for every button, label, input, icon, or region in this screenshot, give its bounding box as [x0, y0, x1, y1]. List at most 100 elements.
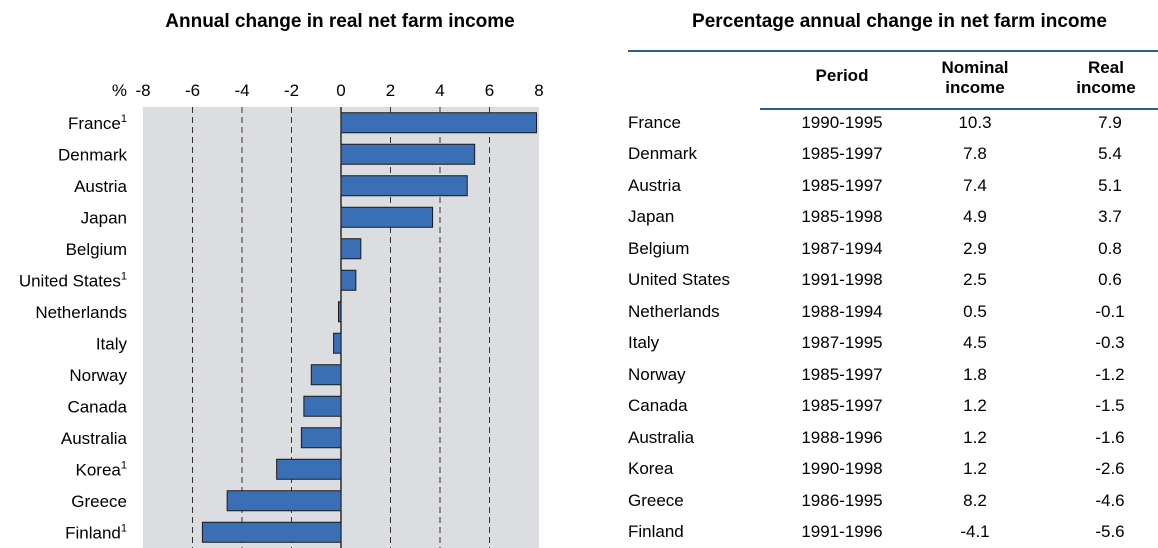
cell-country: United States: [628, 270, 731, 290]
cell-period: 1987-1994: [801, 238, 883, 258]
cell-nominal: 0.5: [963, 301, 987, 321]
cell-period: 1991-1996: [801, 522, 883, 542]
x-tick-label: 4: [435, 81, 444, 100]
cell-nominal: -4.1: [960, 522, 990, 542]
category-label: Canada: [67, 397, 127, 416]
table-top-rule: [628, 50, 1158, 52]
table-row: Netherlands 1988-1994 0.5 -0.1: [0, 297, 1158, 327]
bar: [340, 206, 434, 228]
cell-period: 1985-1997: [801, 175, 883, 195]
x-tick-label: 0: [336, 81, 345, 100]
cell-nominal: 1.8: [963, 364, 987, 384]
cell-nominal: 4.5: [963, 333, 987, 353]
cell-country: Austria: [628, 175, 681, 195]
cell-country: Netherlands: [628, 301, 720, 321]
table-row: Norway 1985-1997 1.8 -1.2: [0, 360, 1158, 390]
cell-real: -2.6: [1095, 459, 1125, 479]
category-label: Finland1: [65, 522, 127, 542]
bar: [310, 364, 342, 386]
cell-real: -5.6: [1095, 522, 1125, 542]
cell-real: 0.6: [1098, 270, 1122, 290]
cell-period: 1988-1996: [801, 427, 883, 447]
chart-title: Annual change in real net farm income: [165, 11, 515, 32]
cell-real: 0.8: [1098, 238, 1122, 258]
bar: [226, 490, 342, 512]
cell-nominal: 1.2: [963, 427, 987, 447]
category-label: Norway: [69, 366, 127, 385]
x-tick-label: -2: [284, 81, 299, 100]
table-row: Australia 1988-1996 1.2 -1.6: [0, 423, 1158, 453]
cell-country: Italy: [628, 333, 660, 353]
table-row: Italy 1987-1995 4.5 -0.3: [0, 328, 1158, 358]
cell-period: 1990-1998: [801, 459, 883, 479]
header-real: Real income: [1060, 58, 1152, 98]
header-period: Period: [790, 66, 894, 86]
category-label: France1: [68, 113, 127, 133]
cell-nominal: 8.2: [963, 490, 987, 510]
cell-nominal: 10.3: [958, 112, 992, 132]
category-label: United States1: [19, 270, 127, 290]
category-label: Belgium: [66, 240, 127, 259]
header-real-line2: income: [1076, 78, 1136, 97]
table-row: United States 1991-1998 2.5 0.6: [0, 265, 1158, 295]
cell-nominal: 2.9: [963, 238, 987, 258]
category-label: Italy: [96, 334, 128, 353]
cell-nominal: 1.2: [963, 459, 987, 479]
cell-period: 1985-1998: [801, 207, 883, 227]
cell-real: 5.1: [1098, 175, 1122, 195]
cell-country: Denmark: [628, 144, 697, 164]
header-nominal-line1: Nominal: [941, 58, 1009, 77]
cell-real: 7.9: [1098, 112, 1122, 132]
table-row: Denmark 1985-1997 7.8 5.4: [0, 139, 1158, 169]
category-label: Japan: [81, 208, 127, 227]
bar: [340, 269, 357, 291]
footnote-marker: 1: [121, 113, 127, 125]
bar-chart: % -8 -6 -4 -2 0 2 4 6 8 France1 Denmark Austria Japan…: [19, 81, 544, 548]
table-row: Korea 1990-1998 1.2 -2.6: [0, 454, 1158, 484]
header-nominal-line2: income: [945, 78, 1005, 97]
category-label: Australia: [61, 429, 128, 448]
x-tick-label: 8: [534, 81, 543, 100]
cell-real: -1.6: [1095, 427, 1125, 447]
footnote-marker: 1: [121, 459, 127, 471]
cell-real: -0.1: [1095, 301, 1125, 321]
footnote-marker: 1: [121, 522, 127, 534]
cell-period: 1985-1997: [801, 396, 883, 416]
cell-period: 1985-1997: [801, 364, 883, 384]
cell-period: 1991-1998: [801, 270, 883, 290]
cell-real: 5.4: [1098, 144, 1122, 164]
table-row: Austria 1985-1997 7.4 5.1: [0, 171, 1158, 201]
table-header-rule: [760, 108, 1158, 110]
table-row: Japan 1985-1998 4.9 3.7: [0, 202, 1158, 232]
cell-country: Canada: [628, 396, 688, 416]
cell-nominal: 1.2: [963, 396, 987, 416]
bar: [340, 112, 538, 134]
cell-period: 1985-1997: [801, 144, 883, 164]
bar: [333, 332, 342, 354]
cell-real: -1.5: [1095, 396, 1125, 416]
bar: [300, 427, 342, 449]
table-row: Canada 1985-1997 1.2 -1.5: [0, 391, 1158, 421]
cell-period: 1988-1994: [801, 301, 883, 321]
category-label: Austria: [74, 177, 127, 196]
cell-nominal: 4.9: [963, 207, 987, 227]
cell-country: Belgium: [628, 238, 690, 258]
bar: [303, 395, 342, 417]
bar: [340, 175, 468, 197]
x-tick-label: -8: [135, 81, 150, 100]
cell-nominal: 7.4: [963, 175, 987, 195]
category-label: Denmark: [58, 145, 127, 164]
cell-country: Australia: [628, 427, 695, 447]
cell-country: Norway: [628, 364, 686, 384]
x-tick-label: 6: [485, 81, 494, 100]
cell-country: Finland: [628, 522, 684, 542]
category-label: Korea1: [76, 459, 128, 479]
header-real-line1: Real: [1088, 58, 1124, 77]
cell-real: -4.6: [1095, 490, 1125, 510]
bar: [201, 521, 342, 543]
category-label: Netherlands: [35, 303, 127, 322]
x-tick-label: -6: [185, 81, 200, 100]
cell-period: 1990-1995: [801, 112, 883, 132]
table-row: Belgium 1987-1994 2.9 0.8: [0, 234, 1158, 264]
bar: [338, 301, 342, 323]
